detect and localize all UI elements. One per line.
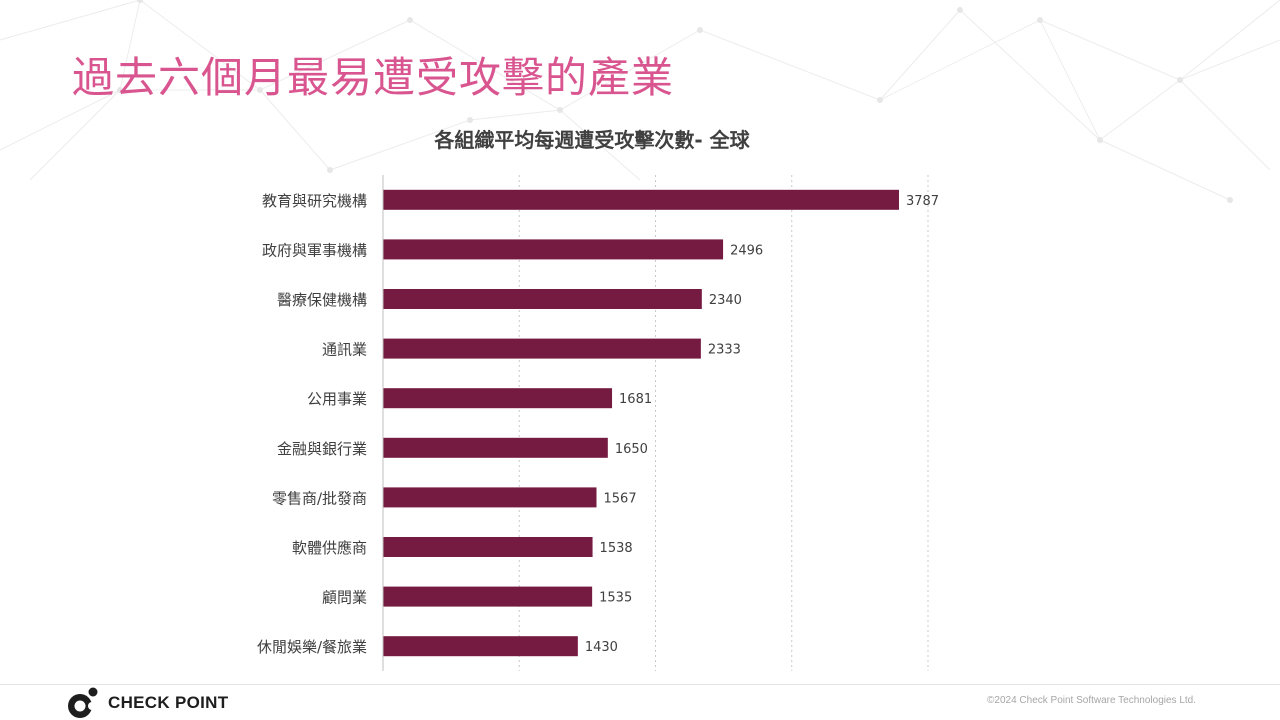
bar-value-label: 1535 [599, 591, 632, 606]
bar [383, 289, 702, 309]
bar-value-label: 1430 [585, 640, 618, 655]
bar [383, 388, 613, 409]
category-label: 教育與研究機構 [262, 192, 367, 210]
bar-value-label: 1567 [604, 491, 637, 506]
category-label: 政府與軍事機構 [262, 241, 367, 259]
bar [383, 437, 608, 458]
category-label: 通訊業 [322, 341, 367, 359]
copyright-text: ©2024 Check Point Software Technologies … [987, 695, 1196, 706]
bar-value-label: 2340 [709, 293, 742, 308]
bar [383, 338, 701, 359]
category-label: 軟體供應商 [292, 539, 367, 557]
chart-bars [383, 189, 899, 657]
bar [383, 636, 578, 657]
bar [383, 586, 593, 607]
slide-title: 過去六個月最易遭受攻擊的產業 [72, 53, 675, 102]
bar-value-label: 1538 [600, 541, 633, 556]
brand-name: CHECK POINT [108, 693, 229, 712]
chart-title: 各組織平均每週遭受攻擊次數- 全球 [433, 128, 750, 152]
chart-value-labels: 3787 2496 2340 2333 1681 1650 1567 1538 1535 1430 [585, 194, 939, 655]
bar-value-label: 1681 [619, 392, 652, 407]
bar [383, 239, 724, 260]
category-label: 公用事業 [307, 390, 367, 408]
bar [383, 537, 593, 557]
bar [383, 189, 899, 210]
category-label: 零售商/批發商 [272, 489, 367, 507]
chart-category-labels: 教育與研究機構政府與軍事機構醫療保健機構通訊業公用事業金融與銀行業零售商/批發商… [257, 192, 367, 656]
check-point-logo: CHECK POINT [66, 686, 228, 720]
bar-value-label: 3787 [906, 194, 939, 209]
check-point-logo-icon [68, 687, 98, 718]
footer-divider [0, 684, 1280, 685]
bar [383, 487, 597, 508]
category-label: 醫療保健機構 [277, 291, 367, 309]
bar-value-label: 2333 [708, 343, 741, 358]
bar-value-label: 2496 [730, 243, 763, 258]
category-label: 金融與銀行業 [277, 440, 367, 458]
category-label: 顧問業 [322, 589, 367, 607]
bar-value-label: 1650 [615, 442, 648, 457]
category-label: 休閒娛樂/餐旅業 [257, 638, 367, 656]
